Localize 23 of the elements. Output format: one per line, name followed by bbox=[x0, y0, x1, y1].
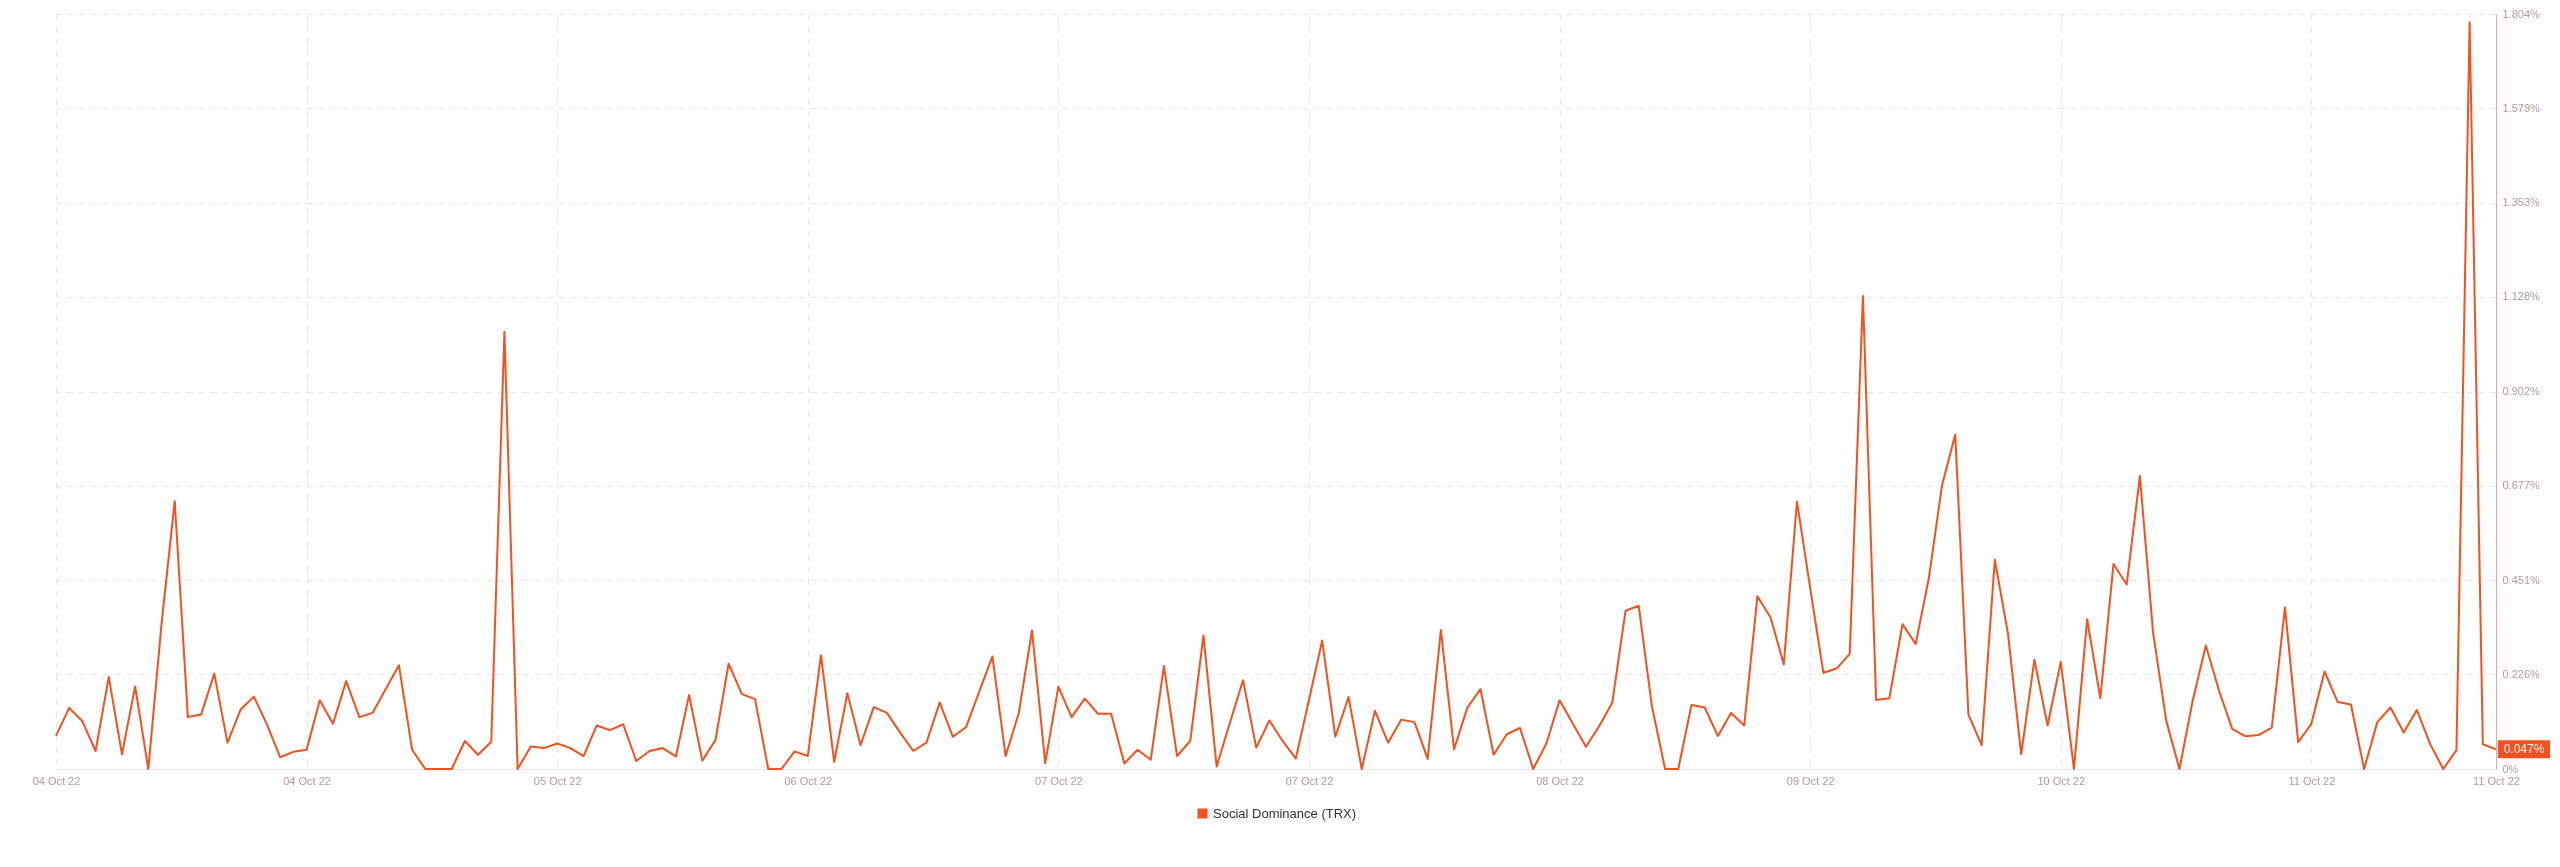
x-tick-label: 07 Oct 22 bbox=[1035, 774, 1083, 787]
y-tick-label: 0.902% bbox=[2502, 385, 2541, 397]
line-series bbox=[55, 21, 2497, 770]
legend-label: Social Dominance (TRX) bbox=[1213, 805, 1357, 821]
y-tick-label: 1.579% bbox=[2502, 101, 2541, 114]
y-tick-label: 1.128% bbox=[2502, 290, 2541, 303]
x-tick-label: 11 Oct 22 bbox=[2288, 774, 2336, 787]
x-tick-label: 05 Oct 22 bbox=[533, 774, 582, 787]
x-tick-label: 10 Oct 22 bbox=[2037, 774, 2086, 787]
data-label: 0.047% bbox=[2503, 742, 2545, 757]
x-tick-label: 09 Oct 22 bbox=[1786, 774, 1835, 787]
x-tick-label: 07 Oct 22 bbox=[1285, 774, 1334, 787]
y-tick-label: 0.226% bbox=[2502, 667, 2541, 680]
x-tick-label: 06 Oct 22 bbox=[784, 774, 833, 787]
y-tick-label: 0% bbox=[2502, 762, 2519, 775]
y-tick-label: 0.677% bbox=[2502, 479, 2541, 492]
y-tick-label: 1.353% bbox=[2502, 196, 2541, 209]
y-tick-label: 0.451% bbox=[2502, 573, 2541, 586]
x-tick-label: 04 Oct 22 bbox=[283, 774, 331, 787]
x-tick-label: 11 Oct 22 bbox=[2473, 774, 2520, 787]
x-tick-label: 04 Oct 22 bbox=[32, 774, 81, 787]
y-tick-label: 1.804% bbox=[2502, 7, 2541, 20]
x-tick-label: 08 Oct 22 bbox=[1536, 774, 1584, 787]
